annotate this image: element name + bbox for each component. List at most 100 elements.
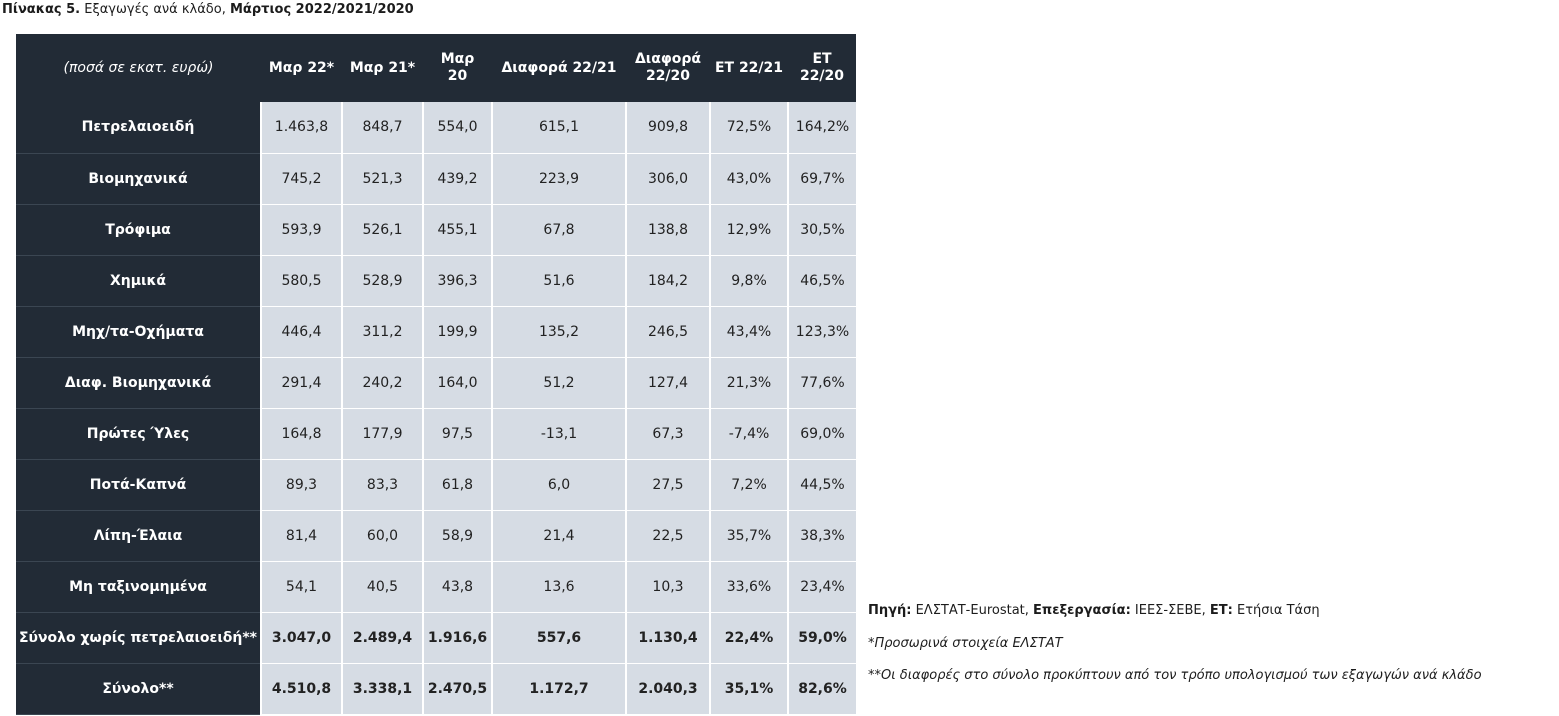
table-cell: 526,1 xyxy=(341,204,423,256)
table-cell: 81,4 xyxy=(260,510,342,562)
table-cell: 69,7% xyxy=(787,153,856,205)
et-label: ΕΤ: xyxy=(1209,603,1233,618)
table-cell: -13,1 xyxy=(491,408,626,460)
table-row: Ποτά-Καπνά 89,3 83,3 61,8 6,0 27,5 7,2% 44,5% xyxy=(16,459,856,511)
row-label: Τρόφιμα xyxy=(16,204,261,256)
row-label: Λίπη-Έλαια xyxy=(16,510,261,562)
table-cell: 22,5 xyxy=(625,510,710,562)
table-cell: 446,4 xyxy=(260,306,342,358)
table-cell: 13,6 xyxy=(491,561,626,613)
table-cell: 4.510,8 xyxy=(260,663,342,715)
header-cell: Διαφορά 22/21 xyxy=(492,34,626,102)
table-period: Μάρτιος 2022/2021/2020 xyxy=(229,2,414,17)
table-cell: 306,0 xyxy=(625,153,710,205)
table-row: Σύνολο** 4.510,8 3.338,1 2.470,5 1.172,7 2.04… xyxy=(16,663,856,715)
table-cell: 22,4% xyxy=(709,612,788,664)
table-cell: 89,3 xyxy=(260,459,342,511)
table-cell: 177,9 xyxy=(341,408,423,460)
table-cell: 593,9 xyxy=(260,204,342,256)
table-cell: 311,2 xyxy=(341,306,423,358)
table-cell: 38,3% xyxy=(787,510,856,562)
table-cell: -7,4% xyxy=(709,408,788,460)
table-cell: 61,8 xyxy=(422,459,492,511)
table-cell: 35,7% xyxy=(709,510,788,562)
table-caption: Εξαγωγές ανά κλάδο, xyxy=(80,2,230,17)
table-cell: 27,5 xyxy=(625,459,710,511)
table-cell: 2.040,3 xyxy=(625,663,710,715)
header-cell: Μαρ 20 xyxy=(423,34,492,102)
table-cell: 3.338,1 xyxy=(341,663,423,715)
table-row: Πετρελαιοειδή 1.463,8 848,7 554,0 615,1 909,8… xyxy=(16,102,856,154)
table-cell: 21,4 xyxy=(491,510,626,562)
row-label: Χημικά xyxy=(16,255,261,307)
table-row: Μηχ/τα-Οχήματα 446,4 311,2 199,9 135,2 246,5 4… xyxy=(16,306,856,358)
table-cell: 43,8 xyxy=(422,561,492,613)
table-number: Πίνακας 5. xyxy=(2,2,81,17)
table-cell: 848,7 xyxy=(341,102,423,154)
table-cell: 33,6% xyxy=(709,561,788,613)
row-label: Διαφ. Βιομηχανικά xyxy=(16,357,261,409)
table-cell: 67,8 xyxy=(491,204,626,256)
table-cell: 6,0 xyxy=(491,459,626,511)
table-cell: 1.916,6 xyxy=(422,612,492,664)
table-cell: 909,8 xyxy=(625,102,710,154)
table-cell: 554,0 xyxy=(422,102,492,154)
et-value: Ετήσια Τάση xyxy=(1232,603,1320,618)
differences-note: **Οι διαφορές στο σύνολο προκύπτουν από … xyxy=(868,668,1482,683)
table-cell: 455,1 xyxy=(422,204,492,256)
table-cell: 40,5 xyxy=(341,561,423,613)
table-row: Βιομηχανικά 745,2 521,3 439,2 223,9 306,0 43,0… xyxy=(16,153,856,205)
table-cell: 580,5 xyxy=(260,255,342,307)
table-cell: 72,5% xyxy=(709,102,788,154)
table-cell: 43,0% xyxy=(709,153,788,205)
table-cell: 2.470,5 xyxy=(422,663,492,715)
table-cell: 46,5% xyxy=(787,255,856,307)
table-cell: 97,5 xyxy=(422,408,492,460)
table-row: Μη ταξινομημένα 54,1 40,5 43,8 13,6 10,3 33,6%… xyxy=(16,561,856,613)
table-cell: 51,6 xyxy=(491,255,626,307)
table-cell: 69,0% xyxy=(787,408,856,460)
table-cell: 2.489,4 xyxy=(341,612,423,664)
table-cell: 43,4% xyxy=(709,306,788,358)
table-cell: 77,6% xyxy=(787,357,856,409)
exports-by-sector-table: (ποσά σε εκατ. ευρώ) Μαρ 22* Μαρ 21* Μαρ 20 Δ… xyxy=(16,34,856,715)
processing-label: Επεξεργασία: xyxy=(1033,603,1131,618)
row-label: Πετρελαιοειδή xyxy=(16,102,261,154)
table-row: Τρόφιμα 593,9 526,1 455,1 67,8 138,8 12,9% 30,5… xyxy=(16,204,856,256)
table-cell: 23,4% xyxy=(787,561,856,613)
table-title: Πίνακας 5. Εξαγωγές ανά κλάδο, Μάρτιος 2… xyxy=(2,2,414,17)
table-row: Χημικά 580,5 528,9 396,3 51,6 184,2 9,8% 46,5% xyxy=(16,255,856,307)
header-unit: (ποσά σε εκατ. ευρώ) xyxy=(16,34,261,102)
processing-value: ΙΕΕΣ-ΣΕΒΕ, xyxy=(1130,603,1210,618)
provisional-note: *Προσωρινά στοιχεία ΕΛΣΤΑΤ xyxy=(868,636,1063,651)
header-cell: ΕΤ 22/20 xyxy=(788,34,856,102)
header-cell: Μαρ 21* xyxy=(342,34,423,102)
table-cell: 521,3 xyxy=(341,153,423,205)
table-cell: 615,1 xyxy=(491,102,626,154)
table-cell: 164,0 xyxy=(422,357,492,409)
table-cell: 30,5% xyxy=(787,204,856,256)
table-body: Πετρελαιοειδή 1.463,8 848,7 554,0 615,1 909,8… xyxy=(16,102,856,715)
table-cell: 12,9% xyxy=(709,204,788,256)
table-cell: 127,4 xyxy=(625,357,710,409)
table-cell: 138,8 xyxy=(625,204,710,256)
header-cell: ΕΤ 22/21 xyxy=(710,34,788,102)
header-row: (ποσά σε εκατ. ευρώ) Μαρ 22* Μαρ 21* Μαρ 20 Δ… xyxy=(16,34,856,102)
table-cell: 557,6 xyxy=(491,612,626,664)
table-cell: 1.130,4 xyxy=(625,612,710,664)
row-label: Μη ταξινομημένα xyxy=(16,561,261,613)
table-cell: 1.463,8 xyxy=(260,102,342,154)
table-cell: 83,3 xyxy=(341,459,423,511)
table-row: Πρώτες Ύλες 164,8 177,9 97,5 -13,1 67,3 -7,4% 6… xyxy=(16,408,856,460)
table-cell: 3.047,0 xyxy=(260,612,342,664)
table-cell: 135,2 xyxy=(491,306,626,358)
table-cell: 240,2 xyxy=(341,357,423,409)
table-cell: 528,9 xyxy=(341,255,423,307)
table-cell: 164,8 xyxy=(260,408,342,460)
table-cell: 164,2% xyxy=(787,102,856,154)
table-cell: 54,1 xyxy=(260,561,342,613)
row-label: Ποτά-Καπνά xyxy=(16,459,261,511)
source-value: ΕΛΣΤΑΤ-Eurostat, xyxy=(911,603,1034,618)
table-cell: 7,2% xyxy=(709,459,788,511)
row-label: Μηχ/τα-Οχήματα xyxy=(16,306,261,358)
